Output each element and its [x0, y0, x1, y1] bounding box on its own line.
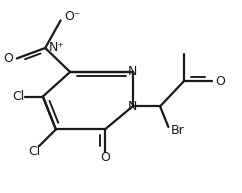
- Text: O: O: [3, 52, 13, 65]
- Text: Br: Br: [171, 124, 184, 137]
- Text: N: N: [128, 65, 137, 79]
- Text: O: O: [215, 75, 225, 88]
- Text: O⁻: O⁻: [64, 10, 81, 23]
- Text: O: O: [100, 151, 110, 164]
- Text: Cl: Cl: [12, 90, 24, 103]
- Text: N⁺: N⁺: [49, 41, 65, 54]
- Text: Cl: Cl: [28, 145, 41, 158]
- Text: N: N: [128, 100, 137, 113]
